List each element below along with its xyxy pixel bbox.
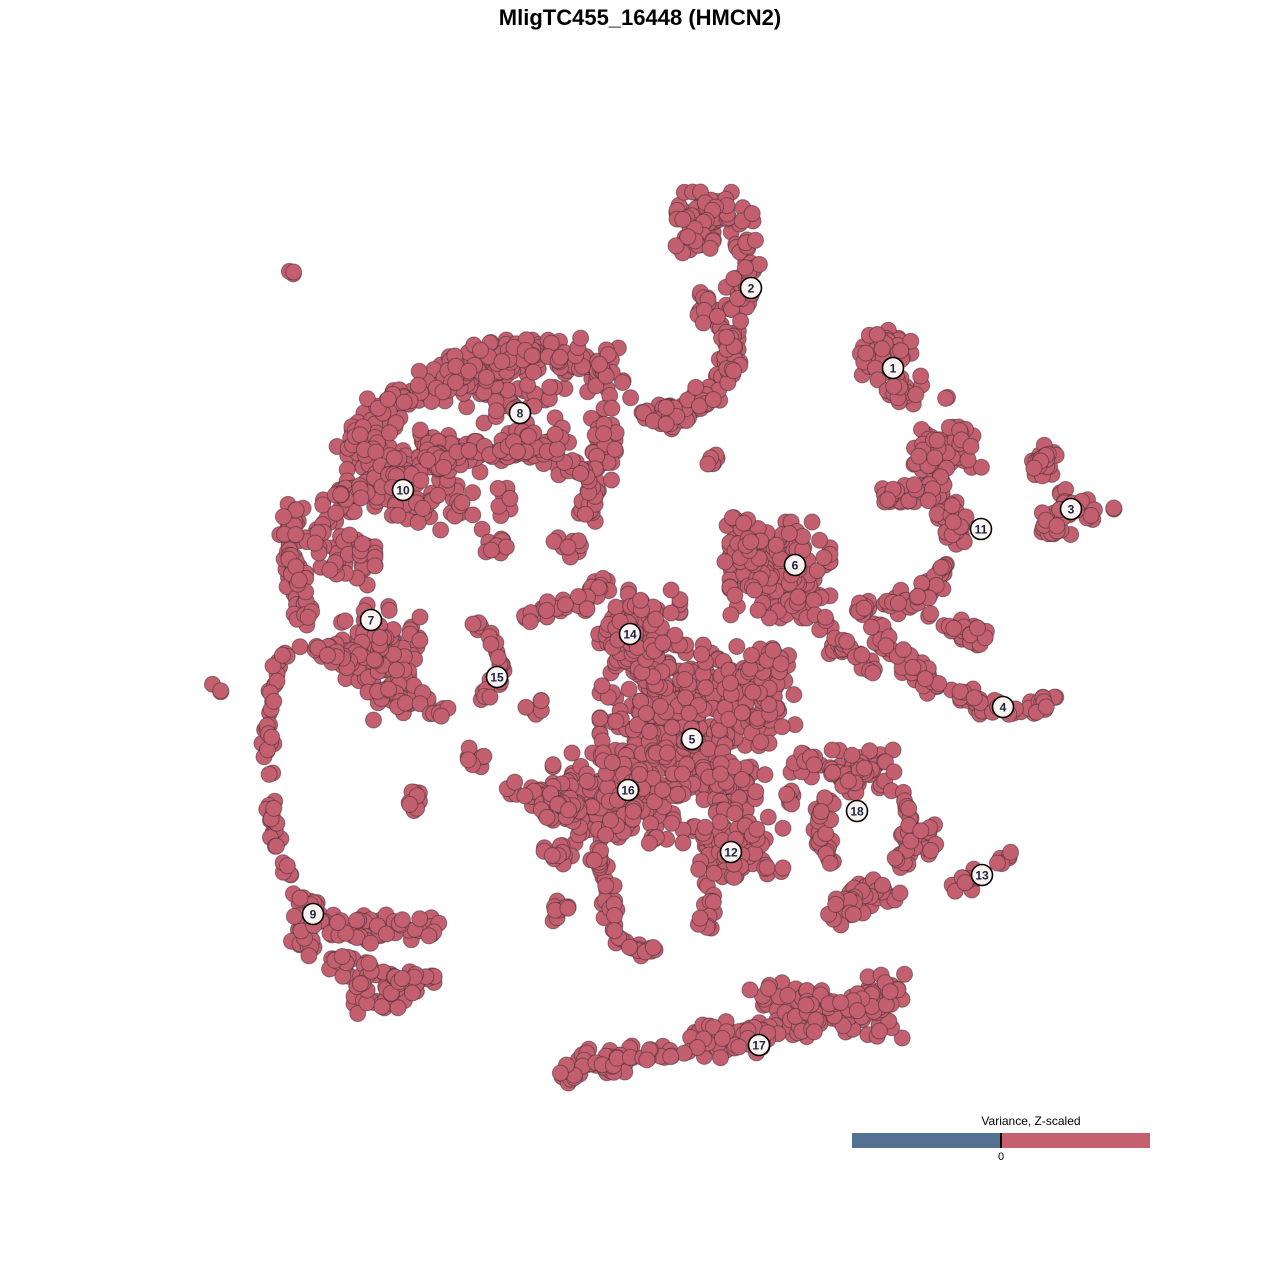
legend-title: Variance, Z-scaled [981, 1114, 1081, 1128]
svg-text:4: 4 [1000, 700, 1007, 714]
cluster-label-9: 9 [301, 902, 325, 926]
svg-text:10: 10 [396, 483, 410, 497]
svg-text:18: 18 [850, 804, 864, 818]
cluster-label-16: 16 [616, 778, 640, 802]
cluster-label-6: 6 [783, 553, 807, 577]
cluster-label-11: 11 [969, 517, 993, 541]
cluster-label-3: 3 [1059, 497, 1083, 521]
cluster-label-12: 12 [719, 840, 743, 864]
cluster-label-17: 17 [747, 1033, 771, 1057]
svg-text:8: 8 [517, 406, 524, 420]
cluster-label-13: 13 [970, 863, 994, 887]
svg-text:7: 7 [368, 613, 375, 627]
svg-text:1: 1 [890, 361, 897, 375]
cluster-label-5: 5 [680, 727, 704, 751]
chart-title: MligTC455_16448 (HMCN2) [498, 5, 782, 30]
cluster-label-1: 1 [881, 356, 905, 380]
cluster-label-14: 14 [618, 622, 642, 646]
cluster-label-18: 18 [845, 799, 869, 823]
svg-text:2: 2 [748, 281, 755, 295]
legend-negative-segment [852, 1133, 1001, 1148]
legend-positive-segment [1001, 1133, 1150, 1148]
legend-zero-tick [1000, 1133, 1002, 1148]
svg-text:14: 14 [623, 627, 637, 641]
svg-text:15: 15 [490, 670, 504, 684]
svg-text:9: 9 [310, 907, 317, 921]
svg-text:3: 3 [1068, 502, 1075, 516]
legend-zero-label: 0 [997, 1151, 1005, 1163]
cluster-label-15: 15 [485, 665, 509, 689]
svg-text:12: 12 [724, 845, 738, 859]
cluster-label-8: 8 [508, 401, 532, 425]
legend-gradient-bar [852, 1133, 1150, 1148]
cluster-label-2: 2 [739, 276, 763, 300]
cluster-label-10: 10 [391, 478, 415, 502]
svg-text:11: 11 [975, 522, 988, 536]
svg-text:16: 16 [621, 783, 635, 797]
svg-text:5: 5 [689, 732, 696, 746]
svg-text:6: 6 [792, 558, 799, 572]
cluster-label-4: 4 [991, 695, 1015, 719]
svg-text:13: 13 [975, 868, 989, 882]
scatter-points-layer [204, 183, 1123, 1092]
cluster-label-7: 7 [359, 608, 383, 632]
legend: Variance, Z-scaled 0 [852, 1112, 1150, 1168]
svg-text:17: 17 [752, 1038, 766, 1052]
